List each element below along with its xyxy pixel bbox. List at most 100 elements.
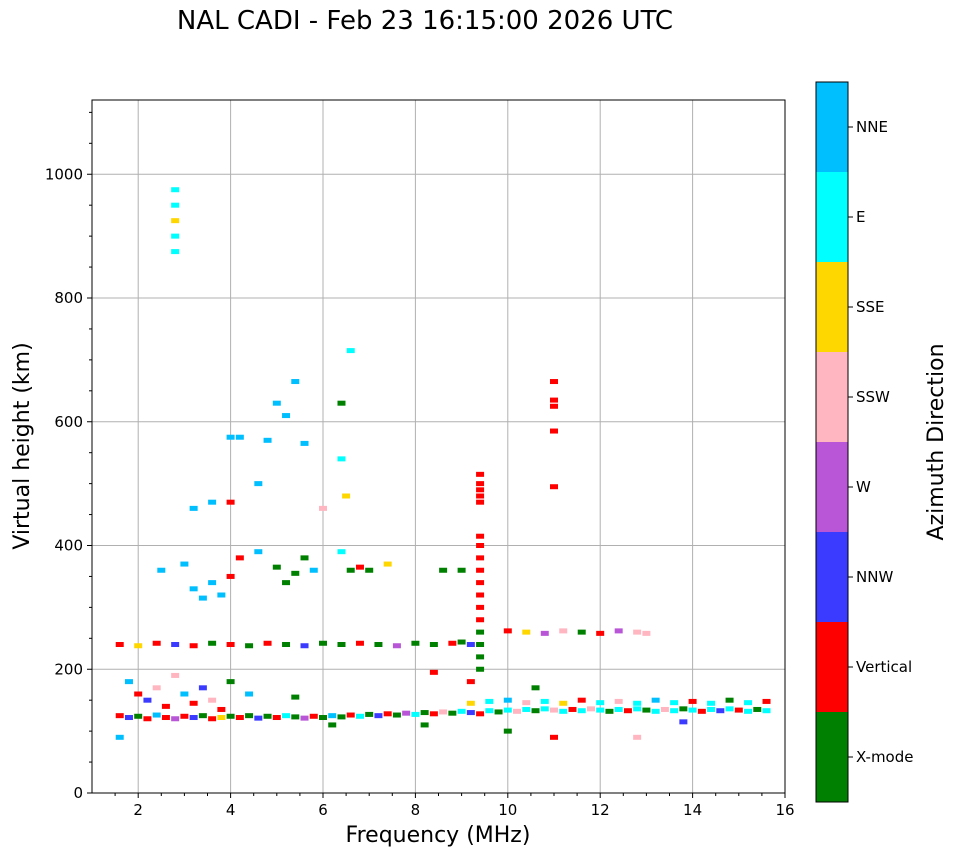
- echo-points: [115, 187, 771, 740]
- echo-point: [485, 708, 494, 714]
- echo-point: [152, 685, 161, 691]
- x-tick-label: 4: [226, 801, 236, 819]
- echo-point: [309, 567, 318, 573]
- echo-point: [550, 379, 558, 385]
- echo-point: [189, 700, 198, 706]
- echo-point: [485, 698, 494, 704]
- echo-point: [466, 700, 475, 706]
- echo-point: [457, 708, 466, 714]
- echo-point: [300, 643, 309, 649]
- echo-point: [513, 708, 522, 714]
- echo-point: [476, 481, 485, 487]
- echo-point: [300, 715, 309, 721]
- echo-point: [161, 703, 170, 709]
- echo-point: [614, 698, 623, 704]
- echo-point: [503, 728, 512, 734]
- echo-point: [115, 734, 124, 740]
- echo-point: [383, 711, 392, 717]
- echo-point: [355, 640, 364, 646]
- colorbar-segment: [816, 712, 848, 802]
- echo-point: [660, 706, 669, 712]
- echo-point: [466, 710, 475, 716]
- echo-point: [697, 708, 706, 714]
- echo-point: [180, 713, 189, 719]
- colorbar-label: Azimuth Direction: [924, 343, 949, 540]
- echo-point: [171, 716, 180, 722]
- echo-point: [346, 567, 355, 573]
- echo-point: [226, 679, 235, 685]
- echo-point: [226, 642, 235, 647]
- echo-point: [245, 713, 254, 719]
- echo-point: [476, 543, 485, 548]
- echo-point: [596, 707, 605, 713]
- echo-point: [235, 434, 244, 440]
- echo-point: [383, 561, 392, 567]
- echo-point: [374, 713, 383, 719]
- echo-point: [642, 630, 651, 636]
- echo-point: [198, 595, 207, 601]
- echo-point: [337, 400, 346, 406]
- echo-point: [337, 549, 346, 555]
- echo-point: [300, 555, 309, 561]
- echo-point: [550, 428, 558, 434]
- echo-point: [522, 629, 531, 635]
- echo-point: [540, 706, 549, 712]
- echo-point: [180, 561, 189, 567]
- echo-point: [300, 440, 309, 446]
- echo-point: [152, 640, 161, 646]
- echo-point: [744, 700, 753, 706]
- echo-point: [171, 642, 180, 647]
- echo-point: [522, 700, 531, 706]
- y-tick-label: 0: [73, 784, 83, 802]
- echo-point: [208, 697, 217, 703]
- echo-point: [291, 570, 300, 576]
- echo-point: [171, 672, 180, 678]
- echo-point: [476, 654, 485, 660]
- echo-point: [614, 628, 623, 634]
- echo-point: [171, 187, 180, 193]
- echo-point: [235, 555, 244, 561]
- echo-point: [429, 711, 438, 717]
- echo-point: [550, 397, 558, 403]
- echo-point: [217, 706, 226, 712]
- echo-point: [688, 707, 697, 713]
- y-tick-label: 400: [54, 537, 83, 555]
- echo-point: [420, 722, 429, 728]
- echo-point: [263, 713, 272, 719]
- echo-point: [568, 706, 577, 712]
- echo-point: [171, 249, 180, 255]
- x-axis-label: Frequency (MHz): [346, 823, 531, 848]
- echo-point: [337, 456, 346, 462]
- echo-point: [540, 630, 549, 636]
- echo-point: [476, 533, 485, 539]
- colorbar-tick-label: SSE: [856, 298, 885, 316]
- echo-point: [115, 713, 124, 719]
- echo-point: [171, 202, 180, 208]
- echo-point: [439, 709, 448, 715]
- echo-point: [476, 555, 485, 561]
- x-tick-label: 10: [498, 801, 517, 819]
- echo-point: [245, 643, 254, 649]
- y-tick-label: 800: [54, 289, 83, 307]
- y-axis-label: Virtual height (km): [10, 342, 35, 549]
- echo-point: [577, 697, 586, 703]
- echo-point: [725, 697, 734, 703]
- x-tick-label: 16: [775, 801, 794, 819]
- echo-point: [346, 348, 355, 354]
- echo-point: [124, 715, 133, 721]
- echo-point: [235, 715, 244, 721]
- echo-point: [217, 592, 226, 598]
- echo-point: [753, 706, 762, 712]
- echo-point: [171, 233, 180, 239]
- echo-point: [309, 713, 318, 719]
- echo-point: [503, 628, 512, 634]
- echo-point: [476, 711, 485, 717]
- echo-point: [457, 567, 466, 573]
- colorbar-tick-label: X-mode: [856, 748, 913, 766]
- colorbar-tick-label: SSW: [856, 388, 890, 406]
- echo-point: [337, 642, 346, 647]
- echo-point: [272, 400, 281, 406]
- y-tick-label: 1000: [45, 165, 83, 183]
- echo-point: [392, 643, 401, 649]
